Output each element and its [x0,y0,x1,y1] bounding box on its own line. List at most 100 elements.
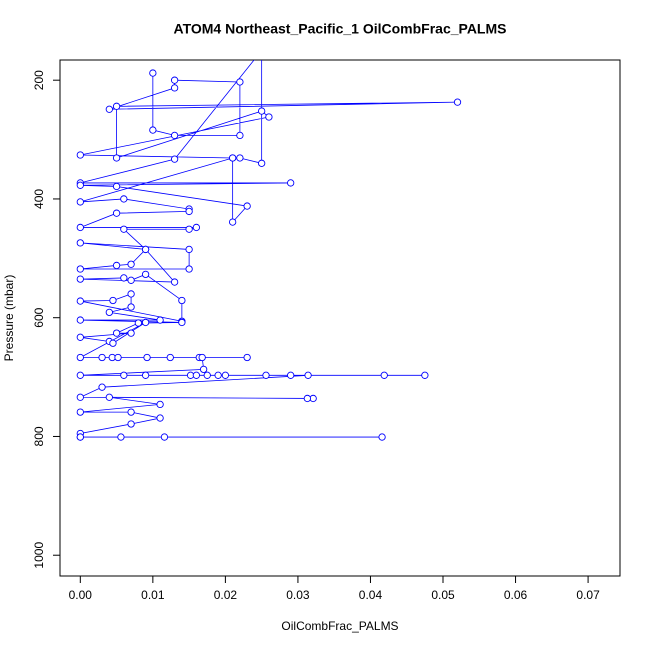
data-point [156,414,164,422]
data-point [76,275,84,283]
x-tick-label: 0.07 [576,588,600,602]
data-point [114,353,122,362]
data-point [76,151,84,159]
data-point [149,69,157,77]
y-tick-label: 600 [32,307,46,327]
x-tick-label: 0.06 [504,588,528,602]
data-point [214,371,222,379]
data-point [76,265,84,273]
data-point [170,278,179,286]
data-point [380,371,388,379]
x-tick-label: 0.04 [359,588,383,602]
data-point [109,296,117,305]
data-point [127,329,135,337]
data-point [243,202,251,210]
data-point [120,195,128,203]
data-point [76,223,84,232]
data-point [185,207,193,216]
data-point [112,209,121,217]
data-point [185,265,193,273]
data-point [112,261,121,270]
data-point [453,98,462,106]
data-point [127,276,135,284]
data-point [287,371,295,379]
data-point [109,339,117,347]
data-point [76,181,84,189]
data-point [127,260,135,268]
x-tick-label: 0.00 [69,588,93,602]
data-point [192,371,201,379]
data-point [160,433,169,441]
data-point [134,319,142,327]
data-point [76,408,84,416]
data-point [236,154,244,162]
y-axis-title: Pressure (mbar) [2,275,16,362]
data-point [221,371,230,379]
data-point [120,274,128,282]
data-point [243,353,251,362]
x-axis-title: OilCombFrac_PALMS [281,619,398,633]
data-point [156,400,164,409]
data-point [178,318,186,327]
data-point [203,371,211,379]
x-tick-label: 0.03 [286,588,310,602]
data-line [79,60,458,438]
data-point [76,353,84,362]
data-point [76,333,84,341]
y-tick-label: 200 [32,70,46,90]
data-point [105,308,113,317]
data-point [112,154,121,162]
data-point [98,383,106,391]
x-tick-label: 0.05 [431,588,455,602]
data-point [127,420,135,428]
data-point [141,270,150,279]
chart-title: ATOM4 Northeast_Pacific_1 OilCombFrac_PA… [174,21,507,37]
data-point [127,408,135,416]
data-point [76,297,84,305]
data-point [166,353,174,362]
data-point [105,105,113,113]
data-point [105,393,113,401]
data-point [185,225,193,233]
data-point [127,303,135,311]
data-point [117,433,125,441]
data-point [198,353,206,362]
data-point [170,155,179,163]
data-point [120,225,128,233]
data-point [258,107,266,115]
data-point [141,371,150,379]
data-point [304,371,312,379]
data-point [258,159,266,167]
data-point [199,365,208,374]
x-tick-label: 0.01 [141,588,165,602]
data-point [98,353,106,362]
data-point [287,179,295,187]
data-point [76,316,84,324]
data-point [143,353,151,362]
data-point [120,371,128,379]
x-tick-label: 0.02 [214,588,238,602]
data-point [141,245,150,254]
data-point [141,318,150,327]
data-point [76,433,84,441]
data-point [76,198,84,206]
data-point [76,239,84,247]
data-point [76,393,84,401]
data-point [185,245,193,254]
data-point [236,131,244,140]
data-point [378,433,386,441]
data-point [228,154,237,162]
data-point [149,126,157,134]
data-point [265,113,273,121]
data-point [178,296,186,305]
data-point [112,182,121,191]
data-point [170,84,179,92]
data-point [170,131,179,140]
data-point [192,223,201,232]
data-point [303,394,312,403]
data-point [228,218,237,226]
y-tick-label: 1000 [32,542,46,569]
data-point [262,371,270,379]
